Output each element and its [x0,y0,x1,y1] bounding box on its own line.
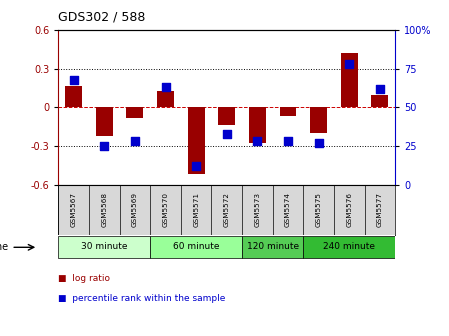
Text: 240 minute: 240 minute [323,242,375,251]
Point [346,61,353,67]
Point [193,163,200,169]
Bar [96,108,113,136]
Text: ■  log ratio: ■ log ratio [58,274,110,283]
Bar [188,108,205,174]
Text: GSM5573: GSM5573 [255,193,260,227]
Point [315,140,322,146]
Text: GSM5569: GSM5569 [132,193,138,227]
Bar [58,237,150,258]
Text: GSM5574: GSM5574 [285,193,291,227]
Text: ■  percentile rank within the sample: ■ percentile rank within the sample [58,294,226,303]
Text: GSM5575: GSM5575 [316,193,321,227]
Text: GSM5577: GSM5577 [377,193,383,227]
Text: GSM5570: GSM5570 [163,193,168,227]
Text: time: time [0,242,9,252]
Bar [341,53,357,108]
Point [131,139,138,144]
Text: 60 minute: 60 minute [173,242,220,251]
Bar [303,237,395,258]
Point [376,86,383,92]
Text: GDS302 / 588: GDS302 / 588 [58,10,146,24]
Text: GSM5572: GSM5572 [224,193,230,227]
Point [284,139,291,144]
Bar [280,108,296,117]
Bar [218,108,235,125]
Text: GSM5567: GSM5567 [70,193,77,227]
Bar [371,94,388,108]
Point [101,143,108,149]
Bar [310,108,327,133]
Bar [157,91,174,108]
Point [254,139,261,144]
Text: GSM5568: GSM5568 [101,193,107,227]
Point [223,131,230,136]
Point [70,77,77,82]
Bar [249,108,266,143]
Point [162,85,169,90]
Text: 30 minute: 30 minute [81,242,128,251]
Bar [150,237,242,258]
Bar [65,86,82,108]
Bar [127,108,143,118]
Text: GSM5576: GSM5576 [346,193,352,227]
Bar [242,237,303,258]
Text: 120 minute: 120 minute [247,242,299,251]
Text: GSM5571: GSM5571 [193,193,199,227]
